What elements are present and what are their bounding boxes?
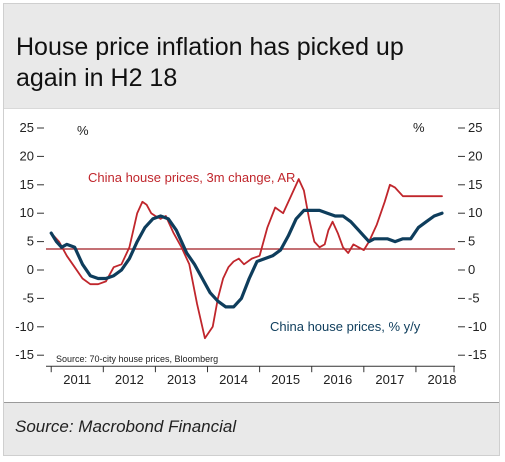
x-tick-label: 2016 — [323, 372, 352, 387]
divider-bottom — [4, 402, 499, 403]
y-tick-label-right: 5 — [468, 234, 475, 249]
chart-title: House price inflation has picked up agai… — [16, 32, 486, 94]
x-tick-label: 2011 — [63, 372, 91, 387]
line-chart: -15 -15 -10 -10 -5 -5 0 0 5 5 10 10 15 15 20 20 25 25 2011… — [15, 120, 487, 387]
divider-top — [4, 108, 499, 109]
chart-title-line-1: House price inflation has picked up — [16, 33, 404, 61]
y-tick-label-left: 25 — [20, 120, 34, 135]
series-label-3m-change: China house prices, 3m change, AR — [88, 170, 295, 185]
left-axis-unit: % — [77, 123, 89, 138]
y-tick-label-right: 15 — [468, 177, 482, 192]
y-tick-label-right: -5 — [468, 290, 480, 305]
header-band: House price inflation has picked up agai… — [4, 4, 499, 108]
chart-source-note: Source: 70-city house prices, Bloomberg — [56, 354, 218, 364]
x-tick-label: 2018 — [428, 372, 457, 387]
y-tick-label-left: 10 — [20, 205, 34, 220]
y-tick-label-left: 20 — [20, 148, 34, 163]
y-tick-label-left: -5 — [22, 290, 34, 305]
x-tick-label: 2015 — [271, 372, 300, 387]
y-tick-label-left: -15 — [15, 347, 34, 362]
x-tick-label: 2017 — [375, 372, 404, 387]
series-label-yoy: China house prices, % y/y — [270, 319, 421, 334]
chart-title-line-2: again in H2 18 — [16, 64, 178, 92]
footer-band: Source: Macrobond Financial — [4, 403, 499, 455]
y-tick-label-right: 0 — [468, 262, 475, 277]
y-tick-label-left: -10 — [15, 319, 34, 334]
y-tick-label-right: 10 — [468, 205, 482, 220]
right-axis-unit: % — [413, 120, 425, 135]
x-tick-label: 2014 — [219, 372, 248, 387]
y-tick-label-left: 15 — [20, 177, 34, 192]
y-tick-label-left: 5 — [27, 234, 34, 249]
y-tick-label-left: 0 — [27, 262, 34, 277]
chart-card: House price inflation has picked up agai… — [3, 3, 500, 456]
series-line-3m-change — [50, 178, 443, 340]
y-tick-label-right: 25 — [468, 120, 482, 135]
series-line-yoy — [49, 208, 444, 309]
x-tick-label: 2013 — [167, 372, 196, 387]
source-text: Source: Macrobond Financial — [15, 417, 237, 436]
y-tick-label-right: -15 — [468, 347, 487, 362]
x-tick-label: 2012 — [115, 372, 144, 387]
y-tick-label-right: 20 — [468, 148, 482, 163]
y-tick-label-right: -10 — [468, 319, 487, 334]
